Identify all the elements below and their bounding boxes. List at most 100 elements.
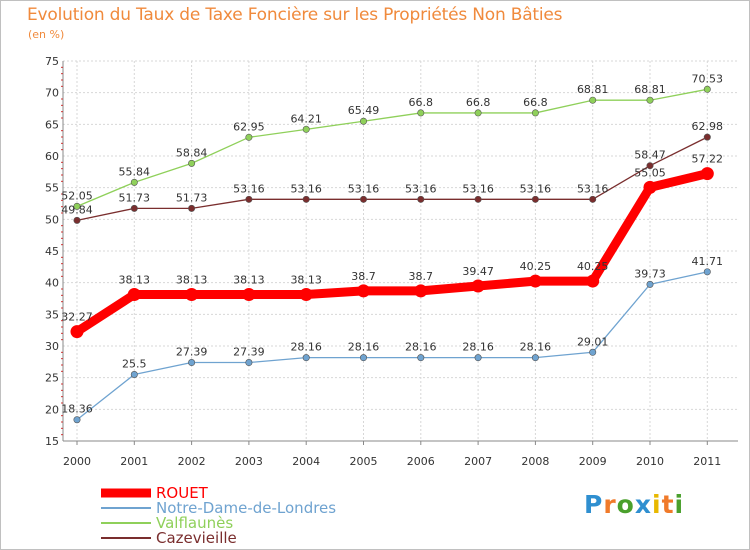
data-point-notre-dame-de-londres <box>359 354 367 362</box>
x-tick-label: 2011 <box>693 455 721 468</box>
data-label-notre-dame-de-londres: 39.73 <box>634 267 666 280</box>
data-point-valflaun-s <box>245 133 253 141</box>
x-tick-label: 2000 <box>63 455 91 468</box>
data-point-notre-dame-de-londres <box>188 359 196 367</box>
data-point-cazevieille <box>589 195 597 203</box>
data-label-cazevieille: 53.16 <box>290 182 322 195</box>
data-point-cazevieille <box>646 162 654 170</box>
logo-letter: t <box>661 490 675 519</box>
data-label-notre-dame-de-londres: 28.16 <box>405 341 437 354</box>
data-label-rouet: 55.05 <box>634 166 666 179</box>
series-line-valflaun-s <box>76 88 708 208</box>
data-point-rouet <box>299 288 313 302</box>
series-line-notre-dame-de-londres <box>76 271 708 421</box>
data-point-notre-dame-de-londres <box>531 354 539 362</box>
x-tick-label: 2001 <box>120 455 148 468</box>
data-label-cazevieille: 62.98 <box>692 120 724 133</box>
data-point-rouet <box>242 288 256 302</box>
logo-letter: i <box>652 490 662 519</box>
y-tick-label: 20 <box>45 403 59 416</box>
data-label-rouet: 38.7 <box>351 270 376 283</box>
data-label-valflaun-s: 70.53 <box>692 72 724 85</box>
x-tick-label: 2004 <box>292 455 320 468</box>
data-label-valflaun-s: 52.05 <box>61 189 93 202</box>
data-label-notre-dame-de-londres: 27.39 <box>233 346 265 359</box>
data-point-cazevieille <box>474 195 482 203</box>
y-tick-label: 15 <box>45 435 59 448</box>
data-point-rouet <box>357 284 370 298</box>
data-label-cazevieille: 53.16 <box>405 182 437 195</box>
y-tick-label: 65 <box>45 118 59 131</box>
data-point-valflaun-s <box>531 109 539 117</box>
chart-subtitle: (en %) <box>28 28 65 41</box>
data-point-valflaun-s <box>703 85 711 93</box>
data-label-valflaun-s: 64.21 <box>290 112 322 125</box>
data-point-notre-dame-de-londres <box>646 280 654 288</box>
data-label-valflaun-s: 66.8 <box>409 96 434 109</box>
data-label-rouet: 39.47 <box>462 265 494 278</box>
data-label-notre-dame-de-londres: 28.16 <box>520 341 552 354</box>
data-label-rouet: 38.13 <box>119 274 151 287</box>
data-point-cazevieille <box>73 216 81 224</box>
data-label-notre-dame-de-londres: 25.5 <box>122 358 147 371</box>
data-point-valflaun-s <box>474 109 482 117</box>
logo-letter: x <box>634 490 652 519</box>
data-label-notre-dame-de-londres: 18.36 <box>61 403 93 416</box>
y-tick-label: 75 <box>45 55 59 68</box>
data-label-notre-dame-de-londres: 29.01 <box>577 335 609 348</box>
data-label-cazevieille: 53.16 <box>233 182 265 195</box>
data-label-notre-dame-de-londres: 28.16 <box>462 341 494 354</box>
data-point-cazevieille <box>188 204 196 212</box>
data-label-valflaun-s: 66.8 <box>466 96 491 109</box>
x-tick-label: 2005 <box>350 455 378 468</box>
data-point-cazevieille <box>703 133 711 141</box>
legend-label-cazevieille: Cazevieille <box>156 529 237 547</box>
data-point-rouet <box>127 288 141 302</box>
data-point-notre-dame-de-londres <box>245 359 253 367</box>
data-point-valflaun-s <box>130 178 138 186</box>
data-point-notre-dame-de-londres <box>130 370 138 378</box>
data-label-valflaun-s: 68.81 <box>634 83 666 96</box>
y-tick-label: 35 <box>45 308 59 321</box>
y-tick-label: 70 <box>45 87 59 100</box>
x-tick-label: 2007 <box>464 455 492 468</box>
series-line-cazevieille <box>76 136 708 221</box>
data-point-rouet <box>700 167 714 181</box>
data-point-cazevieille <box>417 195 425 203</box>
data-label-cazevieille: 51.73 <box>176 191 208 204</box>
chart-title: Evolution du Taux de Taxe Foncière sur l… <box>27 5 563 25</box>
x-tick-label: 2003 <box>235 455 263 468</box>
data-label-valflaun-s: 58.84 <box>176 146 208 159</box>
data-point-cazevieille <box>302 195 310 203</box>
x-tick-label: 2006 <box>407 455 435 468</box>
data-point-notre-dame-de-londres <box>474 354 482 362</box>
data-label-rouet: 40.25 <box>520 260 552 273</box>
x-tick-label: 2009 <box>579 455 607 468</box>
data-label-rouet: 32.27 <box>61 311 93 324</box>
data-label-valflaun-s: 66.8 <box>523 96 548 109</box>
data-point-cazevieille <box>359 195 367 203</box>
data-label-cazevieille: 58.47 <box>634 149 666 162</box>
data-point-rouet <box>528 274 542 288</box>
data-label-rouet: 38.13 <box>233 274 265 287</box>
data-label-valflaun-s: 65.49 <box>348 104 380 117</box>
data-point-valflaun-s <box>73 202 81 210</box>
data-label-valflaun-s: 62.95 <box>233 120 265 133</box>
data-label-notre-dame-de-londres: 41.71 <box>692 255 724 268</box>
data-point-valflaun-s <box>646 96 654 104</box>
data-point-valflaun-s <box>302 125 310 133</box>
data-point-rouet <box>414 284 428 298</box>
data-label-cazevieille: 51.73 <box>119 191 151 204</box>
logo-letter: r <box>603 490 617 519</box>
data-label-cazevieille: 53.16 <box>462 182 494 195</box>
data-point-cazevieille <box>531 195 539 203</box>
data-label-cazevieille: 49.84 <box>61 203 93 216</box>
data-label-rouet: 57.22 <box>692 153 724 166</box>
y-tick-label: 50 <box>45 213 59 226</box>
logo-letter: P <box>584 490 604 519</box>
data-point-cazevieille <box>245 195 253 203</box>
data-point-rouet <box>586 274 600 288</box>
data-label-notre-dame-de-londres: 28.16 <box>290 341 322 354</box>
